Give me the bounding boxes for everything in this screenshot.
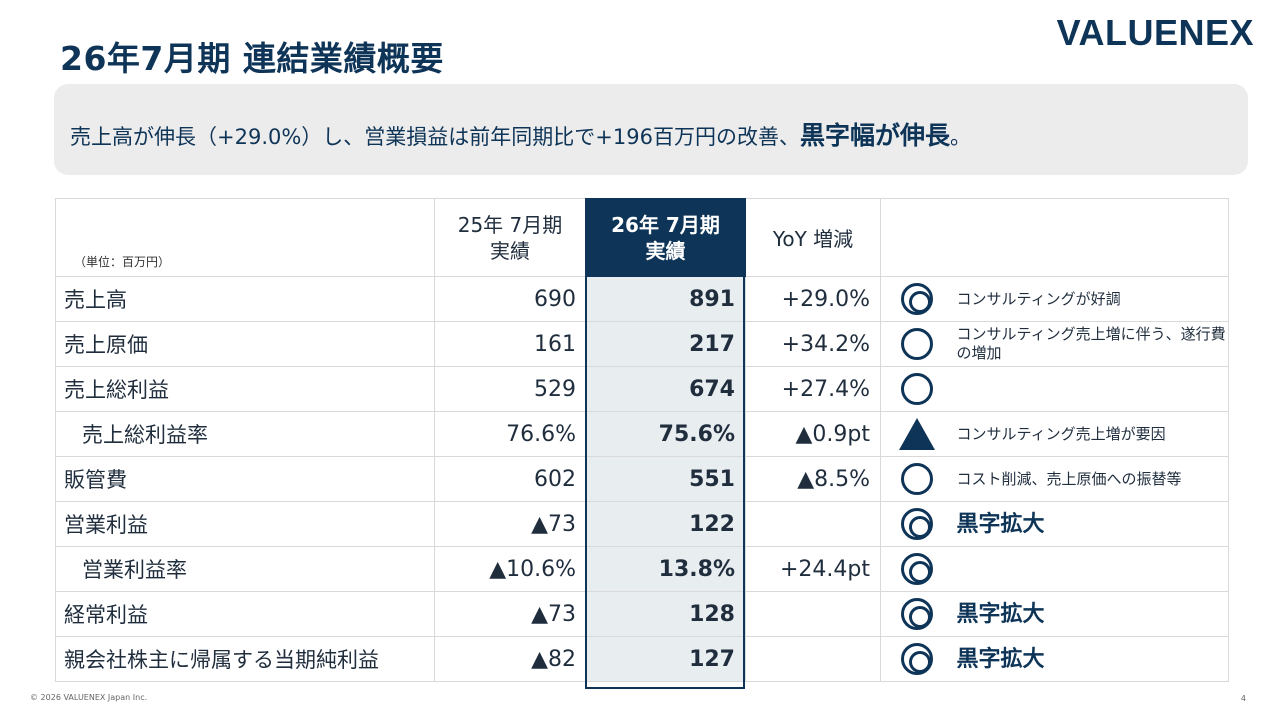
row-yoy-value [745, 591, 881, 637]
row-yoy-value: ▲0.9pt [745, 411, 881, 457]
triangle-icon [898, 418, 935, 450]
double-circle-icon [900, 598, 933, 630]
header-cur-line2: 実績 [645, 238, 686, 263]
row-note [952, 546, 1229, 592]
header-prev-line2: 実績 [490, 238, 530, 263]
row-note: 黒字拡大 [952, 501, 1229, 547]
row-label: 売上総利益 [55, 366, 435, 412]
double-circle-icon [900, 508, 933, 540]
double-circle-icon [900, 553, 933, 585]
row-mark [880, 366, 953, 412]
header-yoy: YoY 増減 [745, 198, 881, 277]
row-current-value: 891 [585, 276, 746, 322]
row-current-value: 217 [585, 321, 746, 367]
row-note: 黒字拡大 [952, 591, 1229, 637]
header-mark-cell [880, 198, 953, 277]
row-yoy-value: +29.0% [745, 276, 881, 322]
row-label: 営業利益 [55, 501, 435, 547]
header-current-year: 26年 7月期 実績 [585, 198, 746, 277]
row-yoy-value: +34.2% [745, 321, 881, 367]
row-mark [880, 591, 953, 637]
table-row: 販管費 602 551 ▲8.5% コスト削減、売上原価への振替等 [55, 456, 1229, 502]
row-yoy-value [745, 501, 881, 547]
double-circle-icon [900, 643, 933, 675]
table-row: 売上高 690 891 +29.0% コンサルティングが好調 [55, 276, 1229, 322]
row-note: コスト削減、売上原価への振替等 [952, 456, 1229, 502]
unit-label: （単位：百万円） [55, 198, 435, 277]
table-row: 営業利益 ▲73 122 黒字拡大 [55, 501, 1229, 547]
summary-main-text: 売上高が伸長（+29.0%）し、営業損益は前年同期比で+196百万円の改善、 [70, 125, 800, 149]
row-note: コンサルティング売上増が要因 [952, 411, 1229, 457]
row-label: 営業利益率 [55, 546, 435, 592]
page-title: 26年7月期 連結業績概要 [60, 39, 444, 78]
row-note: 黒字拡大 [952, 636, 1229, 682]
row-mark [880, 276, 953, 322]
row-current-value: 128 [585, 591, 746, 637]
table-row: 売上総利益 529 674 +27.4% [55, 366, 1229, 412]
row-label: 親会社株主に帰属する当期純利益 [55, 636, 435, 682]
row-prev-value: ▲73 [434, 501, 586, 547]
row-current-value: 75.6% [585, 411, 746, 457]
row-mark [880, 501, 953, 547]
circle-icon [900, 373, 933, 405]
company-logo: VALUENEX [1056, 12, 1254, 53]
table-row: 売上総利益率 76.6% 75.6% ▲0.9pt コンサルティング売上増が要因 [55, 411, 1229, 457]
row-mark [880, 321, 953, 367]
table-row: 売上原価 161 217 +34.2% コンサルティング売上増に伴う、遂行費の増… [55, 321, 1229, 367]
header-cur-line1: 26年 7月期 [611, 212, 720, 237]
table-row: 親会社株主に帰属する当期純利益 ▲82 127 黒字拡大 [55, 636, 1229, 682]
row-current-value: 122 [585, 501, 746, 547]
summary-box: 売上高が伸長（+29.0%）し、営業損益は前年同期比で+196百万円の改善、黒字… [54, 84, 1248, 175]
row-yoy-value: ▲8.5% [745, 456, 881, 502]
header-prev-line1: 25年 7月期 [457, 212, 563, 237]
row-prev-value: 529 [434, 366, 586, 412]
row-mark [880, 456, 953, 502]
double-circle-icon [900, 283, 933, 315]
row-prev-value: ▲73 [434, 591, 586, 637]
row-current-value: 674 [585, 366, 746, 412]
circle-icon [900, 328, 933, 360]
row-mark [880, 636, 953, 682]
row-yoy-value: +24.4pt [745, 546, 881, 592]
row-mark [880, 546, 953, 592]
row-yoy-value [745, 636, 881, 682]
page-number: 4 [1240, 694, 1246, 703]
summary-tail: 。 [950, 125, 971, 149]
row-label: 売上原価 [55, 321, 435, 367]
circle-icon [900, 463, 933, 495]
table-header-row: （単位：百万円） 25年 7月期 実績 26年 7月期 実績 YoY 増減 [55, 198, 1229, 277]
results-table: （単位：百万円） 25年 7月期 実績 26年 7月期 実績 YoY 増減 売上高 … [55, 198, 1229, 682]
row-prev-value: 161 [434, 321, 586, 367]
row-current-value: 127 [585, 636, 746, 682]
row-note [952, 366, 1229, 412]
row-current-value: 551 [585, 456, 746, 502]
row-mark [880, 411, 953, 457]
summary-text: 売上高が伸長（+29.0%）し、営業損益は前年同期比で+196百万円の改善、黒字… [70, 116, 971, 152]
row-current-value: 13.8% [585, 546, 746, 592]
header-note-cell [952, 198, 1229, 277]
row-label: 経常利益 [55, 591, 435, 637]
row-prev-value: ▲10.6% [434, 546, 586, 592]
row-label: 売上高 [55, 276, 435, 322]
copyright-footer: © 2026 VALUENEX Japan Inc. [30, 693, 148, 702]
row-prev-value: 690 [434, 276, 586, 322]
row-label: 販管費 [55, 456, 435, 502]
row-note: コンサルティングが好調 [952, 276, 1229, 322]
table-row: 経常利益 ▲73 128 黒字拡大 [55, 591, 1229, 637]
header-prev-year: 25年 7月期 実績 [434, 198, 586, 277]
row-prev-value: 76.6% [434, 411, 586, 457]
summary-highlight: 黒字幅が伸長 [799, 121, 950, 150]
row-label: 売上総利益率 [55, 411, 435, 457]
row-prev-value: 602 [434, 456, 586, 502]
row-prev-value: ▲82 [434, 636, 586, 682]
table-row: 営業利益率 ▲10.6% 13.8% +24.4pt [55, 546, 1229, 592]
row-note: コンサルティング売上増に伴う、遂行費の増加 [952, 321, 1229, 367]
row-yoy-value: +27.4% [745, 366, 881, 412]
